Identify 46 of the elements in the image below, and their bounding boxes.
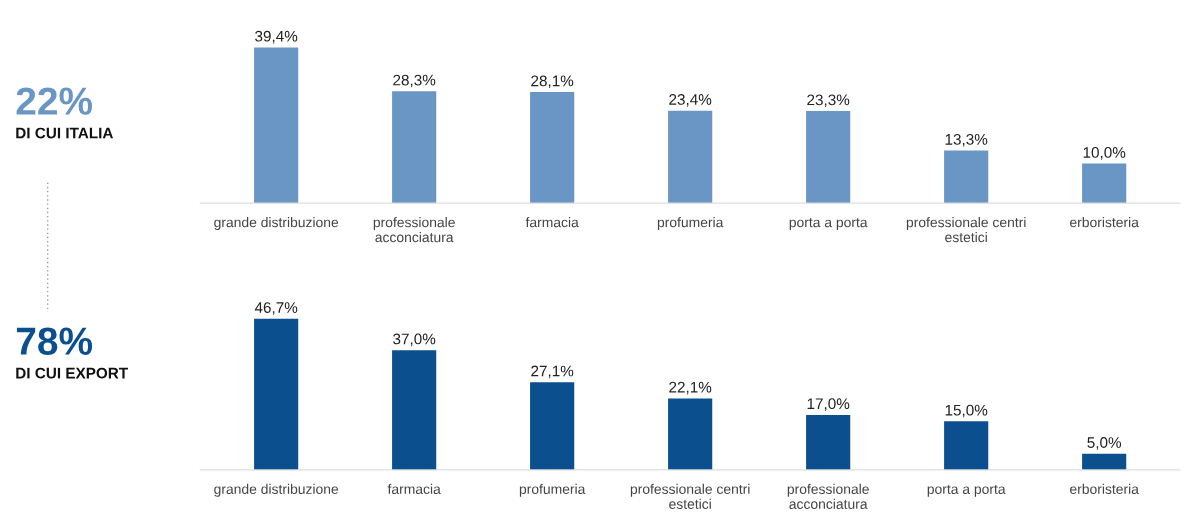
data-label: 22,1%	[669, 381, 712, 395]
bar	[530, 92, 575, 204]
bar	[806, 111, 851, 204]
x-tick-label: porta a porta	[927, 484, 1006, 497]
data-label: 39,4%	[255, 30, 298, 44]
bar	[392, 91, 437, 204]
x-tick-label: erboristeria	[1070, 483, 1139, 494]
x-tick-label: grande distribuzione	[214, 217, 339, 230]
data-label: 23,3%	[807, 94, 850, 108]
bar	[668, 398, 713, 470]
x-tick-label: profumeria	[657, 217, 724, 230]
bar	[1082, 453, 1127, 470]
data-label: 46,7%	[254, 302, 298, 315]
bar	[668, 110, 713, 204]
bar	[530, 382, 575, 470]
bar	[944, 421, 989, 470]
data-label: 5,0%	[1087, 437, 1122, 450]
bar	[254, 318, 299, 470]
x-tick-label: professionale centri estetici	[630, 483, 750, 509]
text: DI CUI EXPORT	[16, 367, 128, 379]
data-label: 10,0%	[1083, 147, 1126, 160]
bar	[254, 47, 299, 204]
bar	[392, 350, 437, 470]
data-label: 15,0%	[945, 404, 988, 418]
text: DI CUI ITALIA	[16, 127, 114, 139]
x-tick-label: farmacia	[387, 483, 441, 494]
x-tick-label: erboristeria	[1070, 217, 1139, 228]
x-tick-label: porta a porta	[789, 218, 868, 230]
text: 22%	[16, 87, 93, 115]
text: 78%	[16, 327, 93, 355]
data-label: 13,3%	[945, 133, 988, 147]
data-label: 23,4%	[669, 94, 712, 107]
x-tick-label: professionale acconciatura	[373, 217, 455, 243]
x-tick-label: farmacia	[525, 217, 579, 228]
data-label: 17,0%	[807, 398, 850, 411]
x-tick-label: professionale acconciatura	[787, 483, 869, 509]
x-tick-label: profumeria	[519, 483, 586, 497]
data-label: 28,3%	[393, 74, 436, 88]
data-label: 28,1%	[531, 75, 574, 89]
bar	[1082, 163, 1127, 204]
x-tick-label: professionale centri estetici	[906, 217, 1026, 243]
data-label: 27,1%	[531, 365, 574, 379]
data-label: 37,0%	[393, 333, 436, 347]
bar	[806, 414, 851, 470]
x-tick-label: grande distribuzione	[214, 483, 339, 497]
bar	[944, 150, 989, 204]
